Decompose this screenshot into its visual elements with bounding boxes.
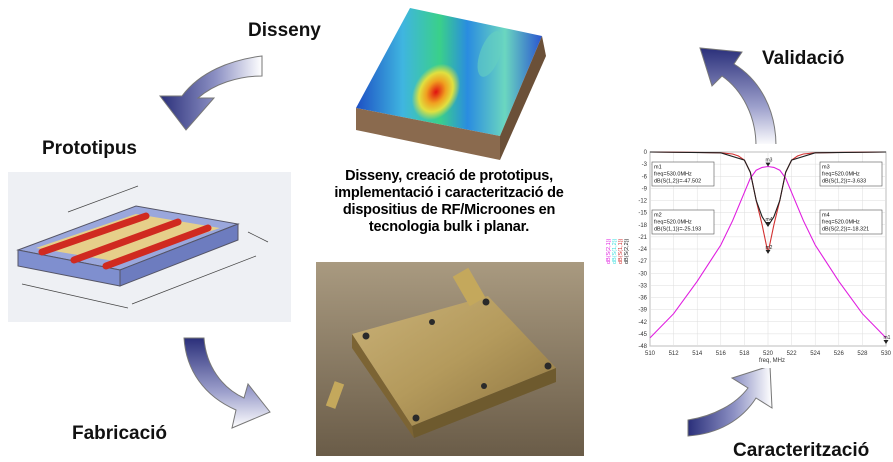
chart-x-tick-label: 512 (669, 351, 680, 357)
chart-marker-text: m2 (654, 213, 662, 219)
chart-y-tick-label: -45 (638, 332, 647, 338)
chart-y-tick-label: 0 (644, 150, 648, 156)
chart-legend-entry: dB(S(1,1)) (618, 238, 624, 264)
chart-x-tick-label: 514 (692, 351, 703, 357)
chart-x-tick-label: 522 (787, 351, 798, 357)
chart-marker-text: m1 (654, 165, 662, 171)
chart-marker-point (765, 249, 771, 254)
chart-y-tick-label: -3 (642, 162, 648, 168)
chart-y-tick-label: -33 (638, 283, 647, 289)
stage-label-caracteritzacio: Caracterització (733, 440, 870, 461)
chart-marker-point (765, 222, 771, 227)
chart-marker-text: dB(S(1,2))=-3.633 (822, 179, 866, 185)
stage-label-prototipus: Prototipus (42, 138, 137, 159)
chart-marker-tag: m2 (766, 245, 773, 251)
chart-y-tick-label: -30 (638, 271, 647, 277)
prototype-cad-image (8, 172, 291, 322)
chart-marker-box (651, 161, 715, 187)
arrow-disseny-to-prototipus (158, 55, 263, 131)
chart-y-tick-label: -18 (638, 223, 647, 229)
chart-legend-entry: dB(S(2,1)) (606, 238, 612, 264)
fabricated-device-photo (316, 262, 584, 456)
stage-label-validacio: Validació (762, 48, 845, 69)
chart-marker-tag: m4 (766, 217, 773, 223)
chart-y-tick-label: -12 (638, 199, 647, 205)
chart-y-tick-label: -21 (638, 235, 647, 241)
chart-marker-tag: m3 (766, 158, 773, 164)
chart-marker-box (819, 161, 883, 187)
chart-y-tick-label: -6 (642, 174, 648, 180)
stage-label-disseny: Disseny (248, 20, 321, 41)
chart-marker-box (819, 209, 883, 235)
chart-marker-point (883, 339, 889, 344)
s-parameter-chart: 510 512 514 516 518 520 522 524 526 528 530 0 -3 -6 -9… (604, 144, 892, 368)
chart-marker-text: freq=520.0MHz (654, 220, 692, 226)
chart-y-tick-label: -27 (638, 259, 647, 265)
chart-marker-text: dB(S(2,2))=-18.321 (822, 227, 869, 233)
chart-marker-text: m4 (822, 213, 830, 219)
chart-y-tick-label: -24 (638, 247, 647, 253)
simulation-render-image (356, 8, 546, 160)
chart-x-tick-label: 516 (716, 351, 727, 357)
chart-marker-point (765, 162, 771, 167)
chart-marker-text: freq=520.0MHz (822, 220, 860, 226)
chart-y-tick-label: -42 (638, 320, 647, 326)
chart-x-tick-label: 530 (881, 351, 892, 357)
chart-legend-entry: dB(S(2,2)) (624, 238, 630, 264)
center-caption: Disseny, creació de prototipus, implemen… (334, 168, 564, 235)
chart-y-tick-label: -48 (638, 344, 647, 350)
chart-x-tick-label: 528 (857, 351, 868, 357)
chart-x-tick-label: 520 (763, 351, 774, 357)
arrow-prototipus-to-fabricacio (183, 337, 271, 429)
chart-y-tick-label: -9 (642, 186, 648, 192)
chart-x-tick-label: 510 (645, 351, 656, 357)
chart-marker-text: dB(S(1,2))=-47.502 (654, 179, 701, 185)
chart-y-tick-label: -39 (638, 308, 647, 314)
chart-marker-text: dB(S(1,1))=-25.193 (654, 227, 701, 233)
chart-marker-tag: m1 (884, 335, 891, 341)
stage-label-fabricacio: Fabricació (72, 423, 168, 444)
arrow-validacio (699, 47, 777, 147)
chart-x-axis-label: freq, MHz (759, 358, 785, 364)
arrow-caracteritzacio (687, 365, 773, 437)
chart-y-tick-label: -36 (638, 296, 647, 302)
chart-x-tick-label: 524 (810, 351, 821, 357)
chart-legend-entry: dB(S(1,2)) (612, 238, 618, 264)
chart-marker-box (651, 209, 715, 235)
chart-x-tick-label: 526 (834, 351, 845, 357)
chart-y-tick-label: -15 (638, 211, 647, 217)
chart-x-tick-label: 518 (739, 351, 750, 357)
chart-marker-text: freq=530.0MHz (654, 172, 692, 178)
chart-marker-text: m3 (822, 165, 830, 171)
chart-marker-text: freq=520.0MHz (822, 172, 860, 178)
